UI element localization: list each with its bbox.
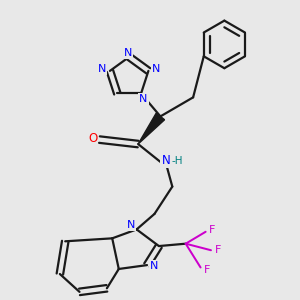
Text: N: N [152,64,160,74]
Text: F: F [204,265,210,275]
Text: N: N [127,220,136,230]
Text: F: F [209,225,215,235]
Text: N: N [139,94,148,104]
Text: N: N [161,154,170,166]
Text: N: N [124,48,132,58]
Text: O: O [88,132,98,145]
Text: -H: -H [172,156,183,166]
Text: N: N [150,261,159,271]
Text: N: N [98,64,106,74]
Text: F: F [215,245,222,255]
Polygon shape [138,113,165,144]
